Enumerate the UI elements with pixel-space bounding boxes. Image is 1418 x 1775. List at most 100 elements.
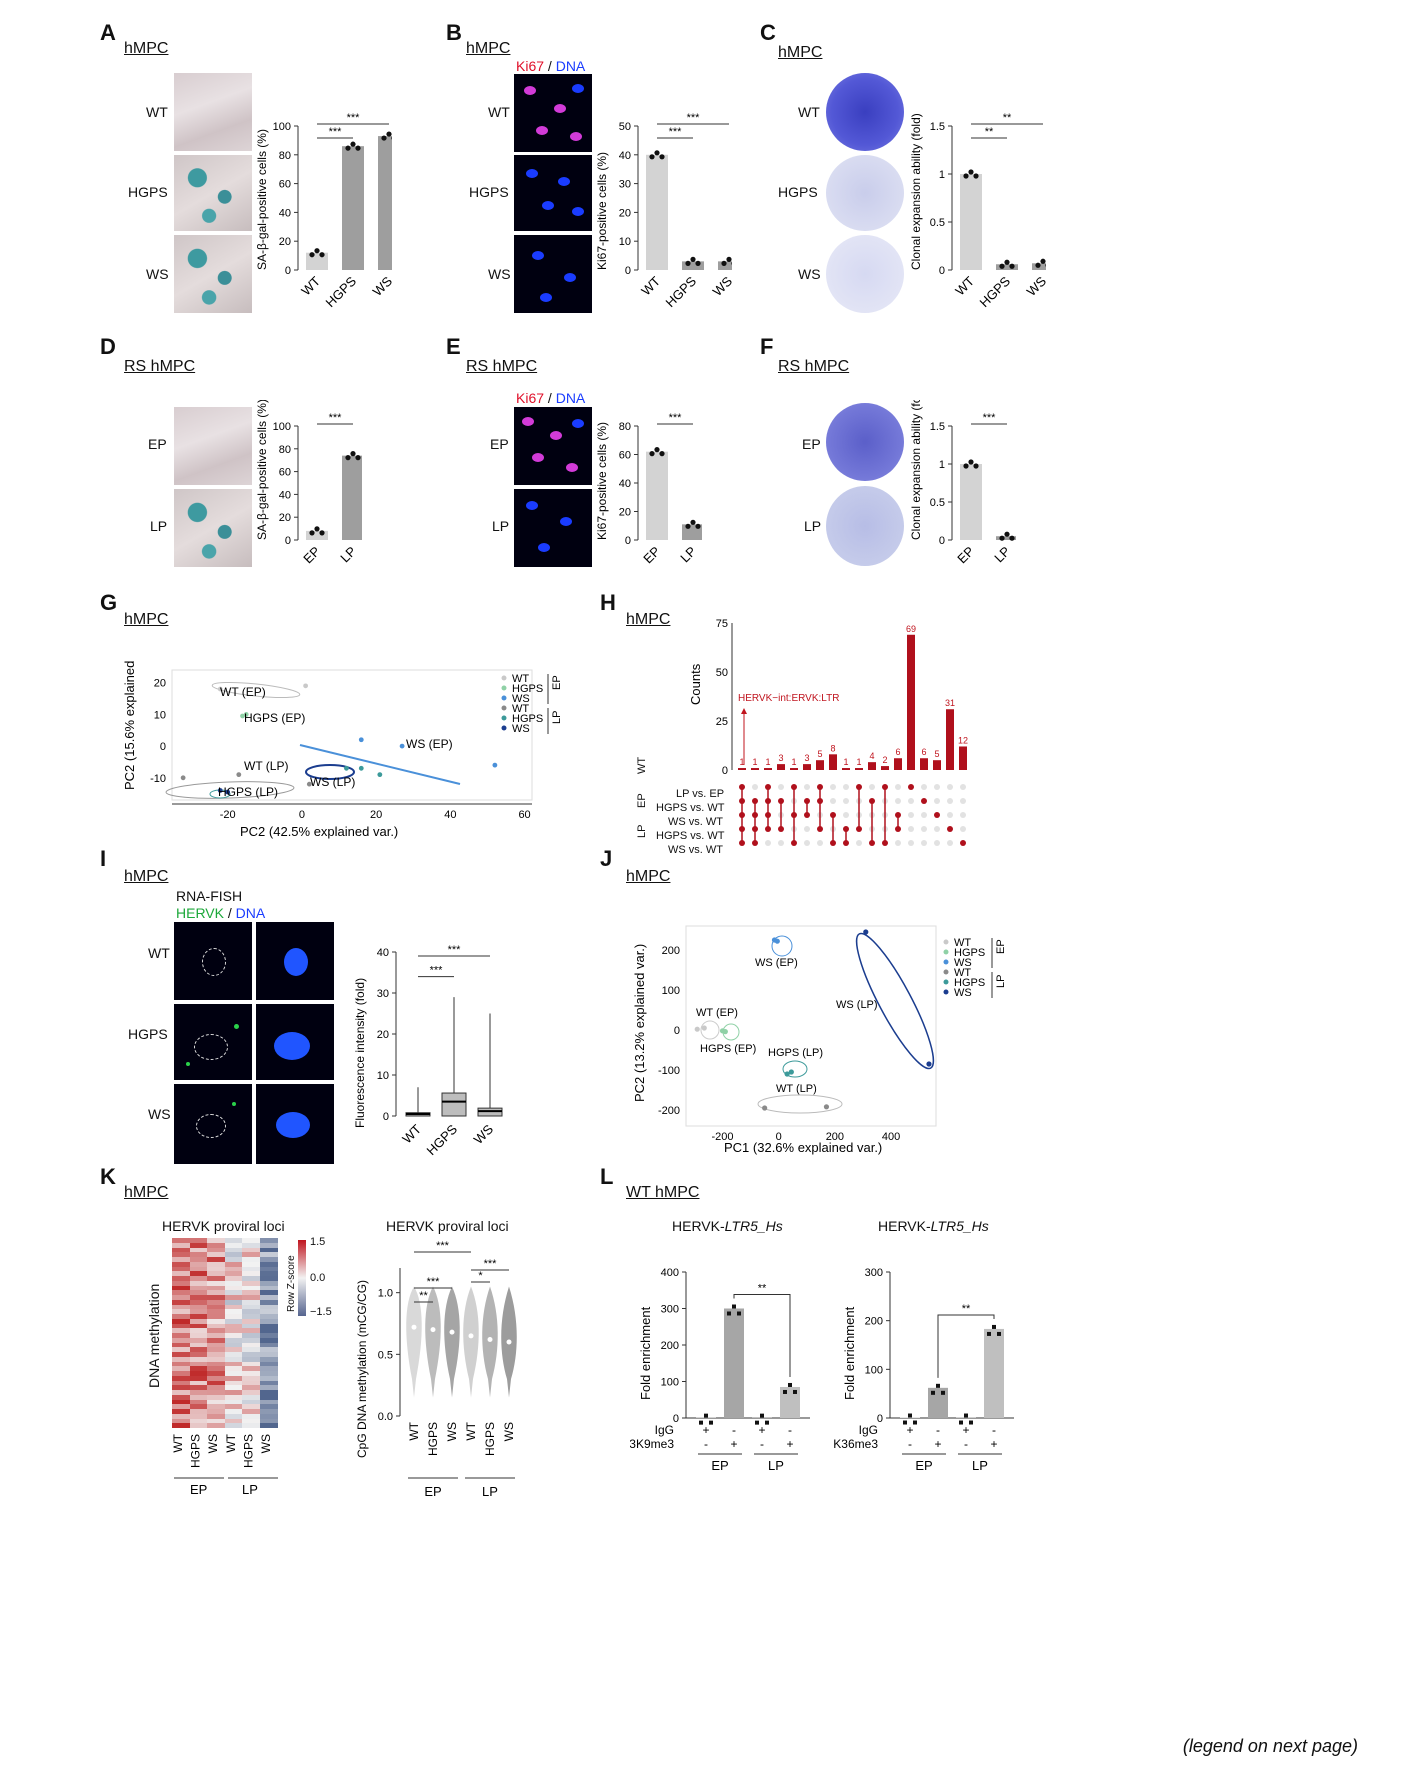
heatmap-cell [260,1242,278,1248]
panel-i-row-hgps: HGPS [128,1026,168,1042]
pca-point-wt-lp [236,772,242,778]
heatmap-cell [172,1404,190,1409]
data-point [314,248,320,254]
colony-f-ep [826,403,904,481]
legend-g-3: WT [512,703,529,715]
heatmap-cell [224,1409,243,1414]
heatmap-cell [172,1323,190,1329]
matrix-dot [960,798,966,804]
heatmap-col-label: WT [172,1433,185,1452]
pca-point-ws-ep [774,938,780,944]
x-tick-label: 0 [776,1131,782,1143]
bar-ep [960,464,982,540]
group-ep: EP [711,1458,728,1473]
heatmap-cell [189,1342,208,1348]
sign: - [908,1437,912,1451]
violin-median [430,1327,436,1333]
y-axis-label: Clonal expansion ability (fold) [909,400,923,540]
pca-point-hgps-ep [243,711,249,717]
y-tick-label: 10 [619,236,631,248]
matrix-dot [934,812,940,818]
matrix-dot [804,784,810,790]
panel-letter-b: B [446,20,462,45]
heatmap-cell [172,1271,190,1276]
heatmap-cell [224,1347,243,1352]
pca-point-ws-lp [377,772,383,778]
count-label: 12 [958,735,968,745]
heatmap-cell [189,1375,208,1381]
heatmap-cell [172,1257,190,1262]
legend-g-lp: LP [551,711,563,724]
heatmap-cell [224,1285,243,1291]
y-tick-label: 100 [273,421,291,433]
y-tick-label: 60 [619,450,631,462]
heatmap-cell [172,1347,190,1352]
heatmap-k-axis: WT HGPS WS WT HGPS WS EP LP [172,1433,278,1497]
heatmap-cell [207,1399,225,1405]
data-point [309,530,315,536]
heatmap-cell [224,1299,243,1305]
count-label: 6 [921,747,926,757]
ellipse-hgps-lp-j [782,1060,808,1078]
heatmap-cell [172,1385,190,1390]
sign: + [702,1423,709,1437]
bar [780,1386,800,1418]
heatmap-cell [242,1328,260,1333]
data-point [319,530,325,536]
panel-a-subtitle: hMPC [124,40,169,57]
heatmap-cell [260,1266,278,1272]
chart-k-violin: 0.0 0.5 1.0 CpG DNA methylation (mCG/CG) WT H… [355,1240,517,1499]
y-tick-label: 20 [619,207,631,219]
x-tick-label: 0 [299,809,305,821]
legend-g-2: WS [512,693,530,705]
ellipse-ws-lp-j [855,932,935,1070]
heatmap-cell [242,1238,260,1243]
data-point [659,154,665,160]
colony-c-wt [826,73,904,151]
heatmap-cell [242,1285,260,1291]
heatmap-cell [189,1276,208,1281]
y-axis-label: Clonal expansion ability (fold) [909,113,923,270]
significance-label: ** [1003,112,1012,124]
significance-label: *** [436,1240,450,1252]
y-axis-label: SA-β-gal-positive cells (%) [255,129,269,270]
count-label: 3 [778,753,783,763]
data-point [969,1420,973,1425]
heatmap-cell [224,1266,243,1272]
pca-g-ylabel: PC2 (15.6% explained var.) [122,660,137,790]
count-bar [920,758,928,770]
heatmap-cell [242,1290,260,1295]
fish-hgps-dna [256,1004,334,1080]
pca-point-wt-lp [306,781,312,787]
data-point [649,451,655,457]
heatmap-cell [242,1385,260,1390]
data-point [709,1420,713,1425]
x-tick-label: HGPS [976,273,1013,310]
heatmap-cell [260,1318,278,1324]
pca-point-hgps-lp [225,789,231,795]
fish-hgps-herv [174,1004,252,1080]
panel-i-row-wt: WT [148,945,170,961]
count-bar [829,754,837,770]
y-tick-label: 10 [377,1070,389,1082]
heatmap-cell [207,1323,225,1329]
panel-d-row-ep: EP [148,436,167,452]
y-tick-label: 40 [619,478,631,490]
legend-j-2: WS [954,957,972,969]
group-lp: LP [482,1484,498,1499]
data-point [690,256,696,262]
significance-label: *** [430,965,444,977]
heatmap-cell [224,1352,243,1357]
data-point [973,463,979,469]
data-point [760,1413,764,1418]
x-tick-label: 20 [370,809,382,821]
heatmap-cell [189,1280,208,1286]
sign: + [990,1437,997,1451]
heatmap-cell [189,1361,208,1367]
fluorescence-e-ep [514,407,592,485]
heatmap-cell [242,1242,260,1248]
micrograph-d-lp [174,489,252,567]
heatmap-cell [189,1257,208,1262]
heatmap-cell [189,1295,208,1300]
data-point [690,519,696,525]
